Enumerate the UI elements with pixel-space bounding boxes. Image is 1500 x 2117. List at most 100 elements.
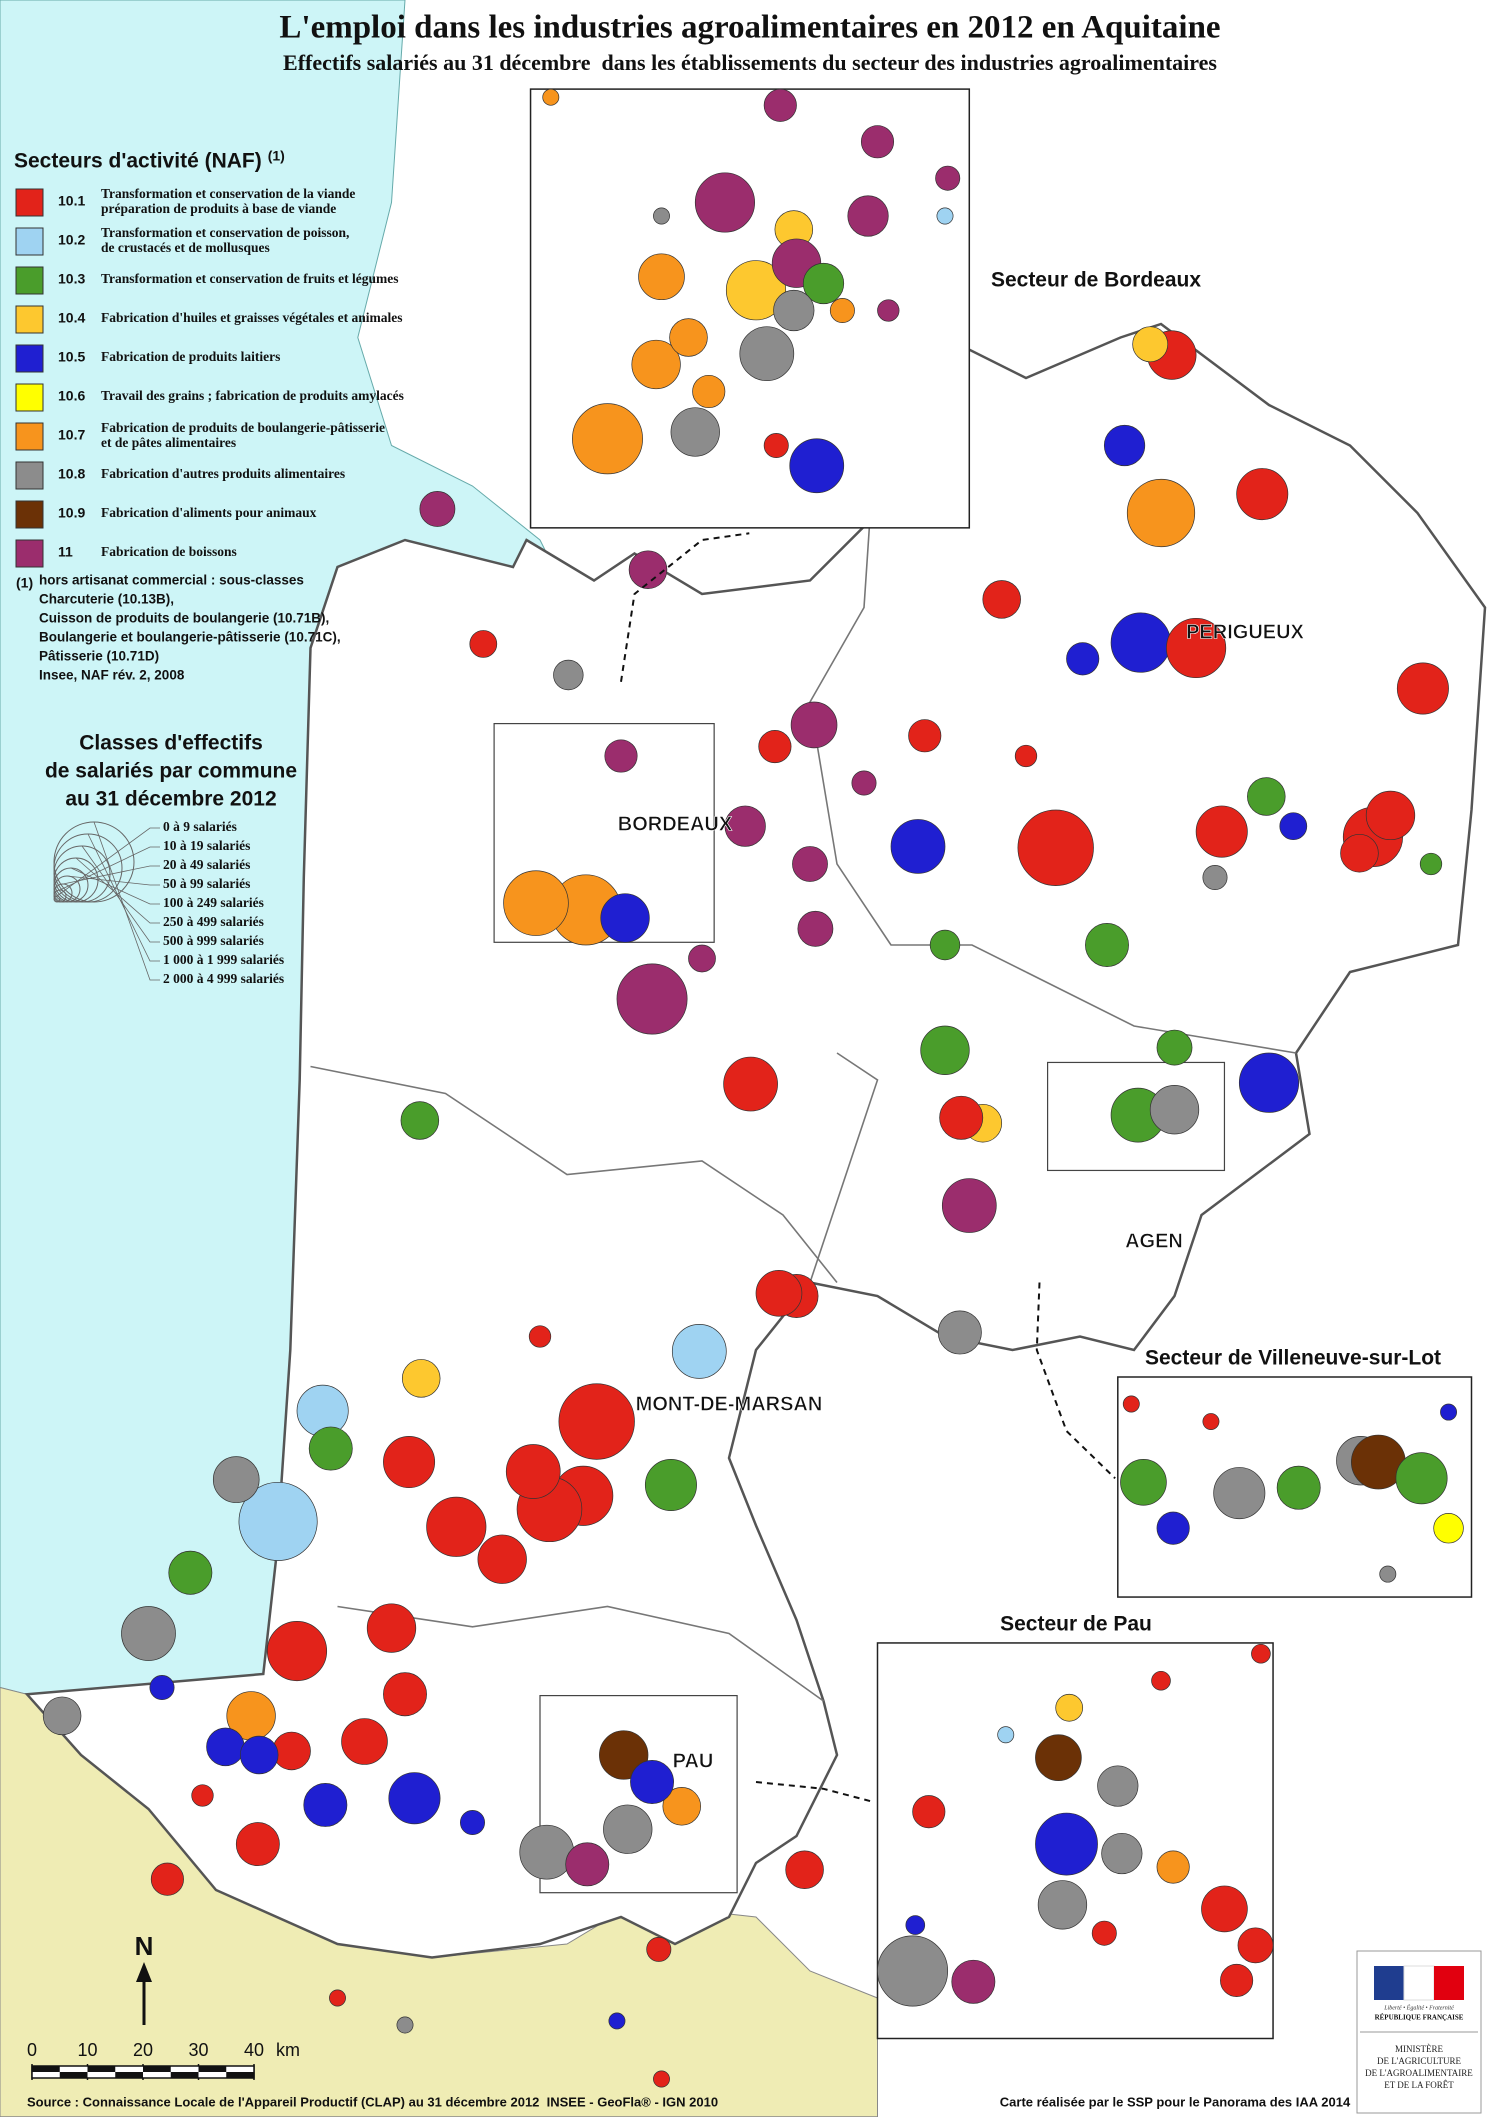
- pie-symbol: [628, 550, 668, 589]
- pie-symbol: [792, 846, 828, 882]
- pie-symbol: [1365, 790, 1416, 841]
- credit: Carte réalisée par le SSP pour le Panora…: [1000, 2094, 1351, 2109]
- pie-symbol: [982, 580, 1021, 619]
- note-line: Cuisson de produits de boulangerie (10.7…: [39, 611, 329, 626]
- department-border: [310, 1065, 838, 1283]
- pie-symbol: [890, 819, 946, 874]
- legend-swatch: [15, 461, 44, 490]
- pie-symbol: [908, 719, 942, 753]
- pie-symbol: [121, 1606, 176, 1661]
- pie-symbol: [723, 1056, 778, 1112]
- pie-symbol: [1440, 1403, 1458, 1421]
- pie-symbol: [212, 1456, 260, 1503]
- legend-label: Fabrication d'huiles et graisses végétal…: [101, 310, 402, 325]
- department-border: [809, 404, 1027, 973]
- pie-symbol: [1395, 1452, 1448, 1505]
- north-arrow-head: [136, 1962, 152, 1982]
- pie-symbol: [790, 701, 838, 749]
- pie-symbol: [469, 630, 498, 658]
- scale-tick-label: 0: [27, 2040, 37, 2060]
- pie-symbol: [1151, 1670, 1171, 1691]
- pie-symbol: [763, 88, 797, 122]
- zoom-frame: [493, 722, 715, 943]
- size-class-label: 250 à 499 salariés: [163, 914, 264, 929]
- place-label: PAU: [673, 1750, 714, 1772]
- pie-symbol: [1279, 812, 1308, 841]
- pie-symbol: [773, 289, 815, 332]
- pie-symbol: [419, 491, 456, 527]
- pie-symbol: [877, 1935, 949, 2007]
- legend-swatch: [15, 500, 44, 529]
- legend-label: de crustacés et de mollusques: [101, 240, 270, 255]
- pie-symbol: [388, 1772, 441, 1825]
- pie-symbol: [797, 910, 834, 947]
- sector-label: Secteur de Villeneuve-sur-Lot: [1145, 1347, 1441, 1370]
- legend-label: Fabrication de produits laitiers: [101, 349, 280, 364]
- pie-symbol: [542, 88, 560, 106]
- pie-symbol: [630, 1760, 675, 1804]
- pie-symbol: [266, 1621, 328, 1682]
- scale-tick-label: 30: [188, 2040, 208, 2060]
- note-line: Charcuterie (10.13B),: [39, 592, 174, 607]
- pie-symbol: [1126, 478, 1196, 548]
- pie-symbol: [206, 1727, 245, 1767]
- logo-republic: RÉPUBLIQUE FRANÇAISE: [1375, 2014, 1464, 2022]
- legend-title: Secteurs d'activité (NAF): [14, 150, 262, 173]
- pie-symbol: [1419, 852, 1443, 876]
- pie-symbol: [1220, 1963, 1254, 1998]
- legend-swatch: [15, 227, 44, 256]
- note-line: Pâtisserie (10.71D): [39, 649, 159, 664]
- pie-symbol: [1201, 1885, 1248, 1933]
- pie-symbol: [920, 1025, 970, 1075]
- pie-symbol: [725, 260, 787, 321]
- pie-symbol: [1149, 1085, 1200, 1135]
- logo-flag-blue: [1374, 1966, 1404, 2000]
- size-class-label: 50 à 99 salariés: [163, 876, 250, 891]
- legend-code: 10.8: [58, 466, 85, 482]
- pie-symbol: [1379, 1565, 1397, 1583]
- pie-symbol: [644, 1458, 697, 1511]
- pie-symbol: [692, 374, 726, 409]
- pie-symbol: [477, 1534, 527, 1584]
- pie-symbol: [1202, 864, 1228, 890]
- size-leader: [59, 846, 160, 891]
- legend-label: et de pâtes alimentaires: [101, 435, 236, 450]
- pie-symbol: [505, 1444, 561, 1499]
- pie-symbol: [851, 770, 877, 796]
- sector-label: Secteur de Pau: [1000, 1613, 1152, 1636]
- legend-code: 11: [58, 544, 73, 560]
- pie-symbol: [638, 253, 685, 301]
- north-label: N: [135, 1931, 154, 1961]
- pie-symbol: [608, 2012, 626, 2030]
- pie-symbol: [688, 944, 716, 973]
- scale-tick-label: 40: [244, 2040, 264, 2060]
- subtitle: Effectifs salariés au 31 décembre dans l…: [283, 50, 1217, 75]
- pie-symbol: [235, 1822, 280, 1867]
- pie-symbol: [308, 1426, 353, 1471]
- pie-symbol: [670, 407, 720, 457]
- legend-label: préparation de produits à base de viande: [101, 201, 336, 216]
- legend-label: Fabrication d'autres produits alimentair…: [101, 466, 345, 481]
- pie-symbol: [1195, 805, 1248, 858]
- scale-bar-segment: [170, 2072, 199, 2078]
- pie-symbol: [1166, 617, 1227, 679]
- pie-symbol: [1202, 1413, 1220, 1431]
- pie-symbol: [1122, 1395, 1140, 1413]
- legend-code: 10.2: [58, 232, 85, 248]
- size-leader: [87, 833, 160, 962]
- pie-symbol: [802, 262, 845, 305]
- size-leader: [70, 867, 160, 905]
- department-border: [337, 1605, 824, 1702]
- legend-title-note: (1): [268, 148, 285, 164]
- legend-swatch: [15, 344, 44, 373]
- zoom-frame: [1046, 1061, 1226, 1172]
- pie-symbol: [426, 1496, 487, 1557]
- logo-ministry: DE L'AGROALIMENTAIRE: [1365, 2068, 1473, 2078]
- pie-symbol: [1236, 468, 1289, 521]
- pie-symbol: [383, 1672, 427, 1717]
- pie-symbol: [396, 2016, 414, 2034]
- note-line: Insee, NAF rév. 2, 2008: [39, 668, 185, 683]
- pie-symbol: [1017, 809, 1094, 886]
- pie-symbol: [272, 1731, 311, 1771]
- size-class-label: 1 000 à 1 999 salariés: [163, 952, 284, 967]
